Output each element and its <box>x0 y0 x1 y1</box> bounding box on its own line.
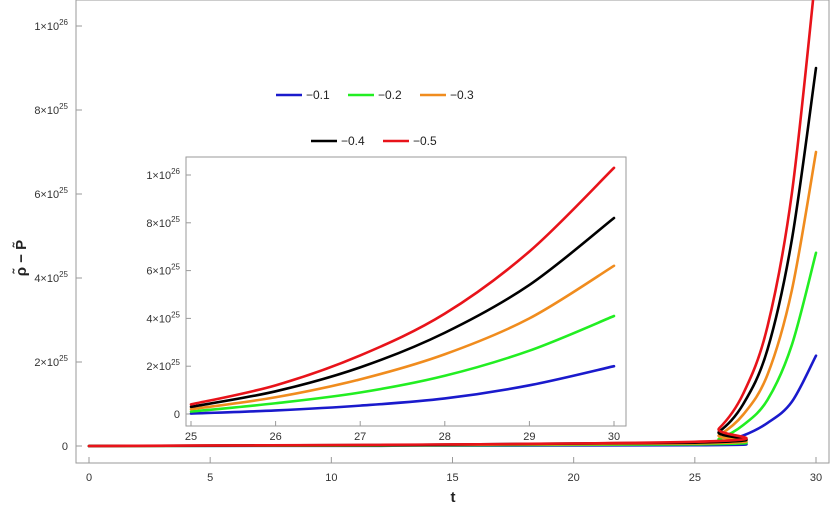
main-x-tick-label: 0 <box>86 472 92 484</box>
inset-background <box>186 157 626 426</box>
y-axis-label: ρ̃ − P̃ <box>12 240 30 276</box>
main-x-tick-label: 15 <box>446 472 458 484</box>
inset-x-tick-label: 28 <box>439 431 451 443</box>
inset-plot-frame <box>185 156 627 427</box>
main-y-tick-label: 4×1025 <box>34 270 68 285</box>
inset-series-line-2 <box>189 314 616 413</box>
main-x-tick-label: 10 <box>325 472 337 484</box>
inset-x-tick-label: 30 <box>608 431 620 443</box>
main-x-tick-label: 20 <box>568 472 580 484</box>
inset-y-tick-label: 0 <box>174 409 180 421</box>
main-x-tick-label: 25 <box>689 472 701 484</box>
inset-y-tick-label: 2×1025 <box>146 358 180 373</box>
main-y-tick-label: 1×1026 <box>34 18 68 33</box>
main-y-tick-label: 8×1025 <box>34 102 68 117</box>
legend-label-1: −0.1 <box>306 88 330 102</box>
inset-x-ticks: 25 26 27 28 29 30 <box>185 421 620 443</box>
inset-x-tick-label: 26 <box>269 431 281 443</box>
inset-y-tick-label: 1×1026 <box>146 167 180 182</box>
inset-y-tick-label: 8×1025 <box>146 215 180 230</box>
legend-label-3: −0.3 <box>450 88 474 102</box>
main-series-line-5 <box>87 0 815 448</box>
inset-series-line-5 <box>189 166 616 406</box>
x-axis-label: t <box>451 489 456 506</box>
inset-series-line-1 <box>189 364 616 415</box>
main-x-ticks: 0 5 10 15 20 25 30 <box>86 457 822 484</box>
legend: −0.1 −0.2 −0.3 −0.4 −0.5 <box>276 88 474 148</box>
main-plot: 0 5 10 15 20 25 30 0 2×1025 4×1025 6×1025 8×1025 1×… <box>12 0 830 506</box>
inset-x-tick-label: 25 <box>185 431 197 443</box>
inset-x-tick-label: 29 <box>523 431 535 443</box>
main-y-tick-label: 2×1025 <box>34 354 68 369</box>
legend-label-5: −0.5 <box>413 134 437 148</box>
inset-y-ticks: 0 2×1025 4×1025 6×1025 8×1025 1×1026 <box>146 167 191 421</box>
inset-series-line-4 <box>189 216 616 409</box>
legend-label-4: −0.4 <box>341 134 365 148</box>
main-x-tick-label: 5 <box>207 472 213 484</box>
inset-plot: 25 26 27 28 29 30 0 2×1025 4×1025 6×1025 8×1025 1×… <box>146 156 627 443</box>
main-y-ticks: 0 2×1025 4×1025 6×1025 8×1025 1×1026 <box>34 18 82 453</box>
main-x-tick-label: 30 <box>810 472 822 484</box>
inset-y-tick-label: 6×1025 <box>146 263 180 278</box>
main-y-tick-label: 0 <box>62 441 68 453</box>
inset-series-line-3 <box>189 264 616 411</box>
inset-y-tick-label: 4×1025 <box>146 310 180 325</box>
main-y-tick-label: 6×1025 <box>34 186 68 201</box>
legend-label-2: −0.2 <box>378 88 402 102</box>
inset-x-tick-label: 27 <box>354 431 366 443</box>
inset-series-group <box>189 166 616 415</box>
main-series-group <box>87 0 818 448</box>
